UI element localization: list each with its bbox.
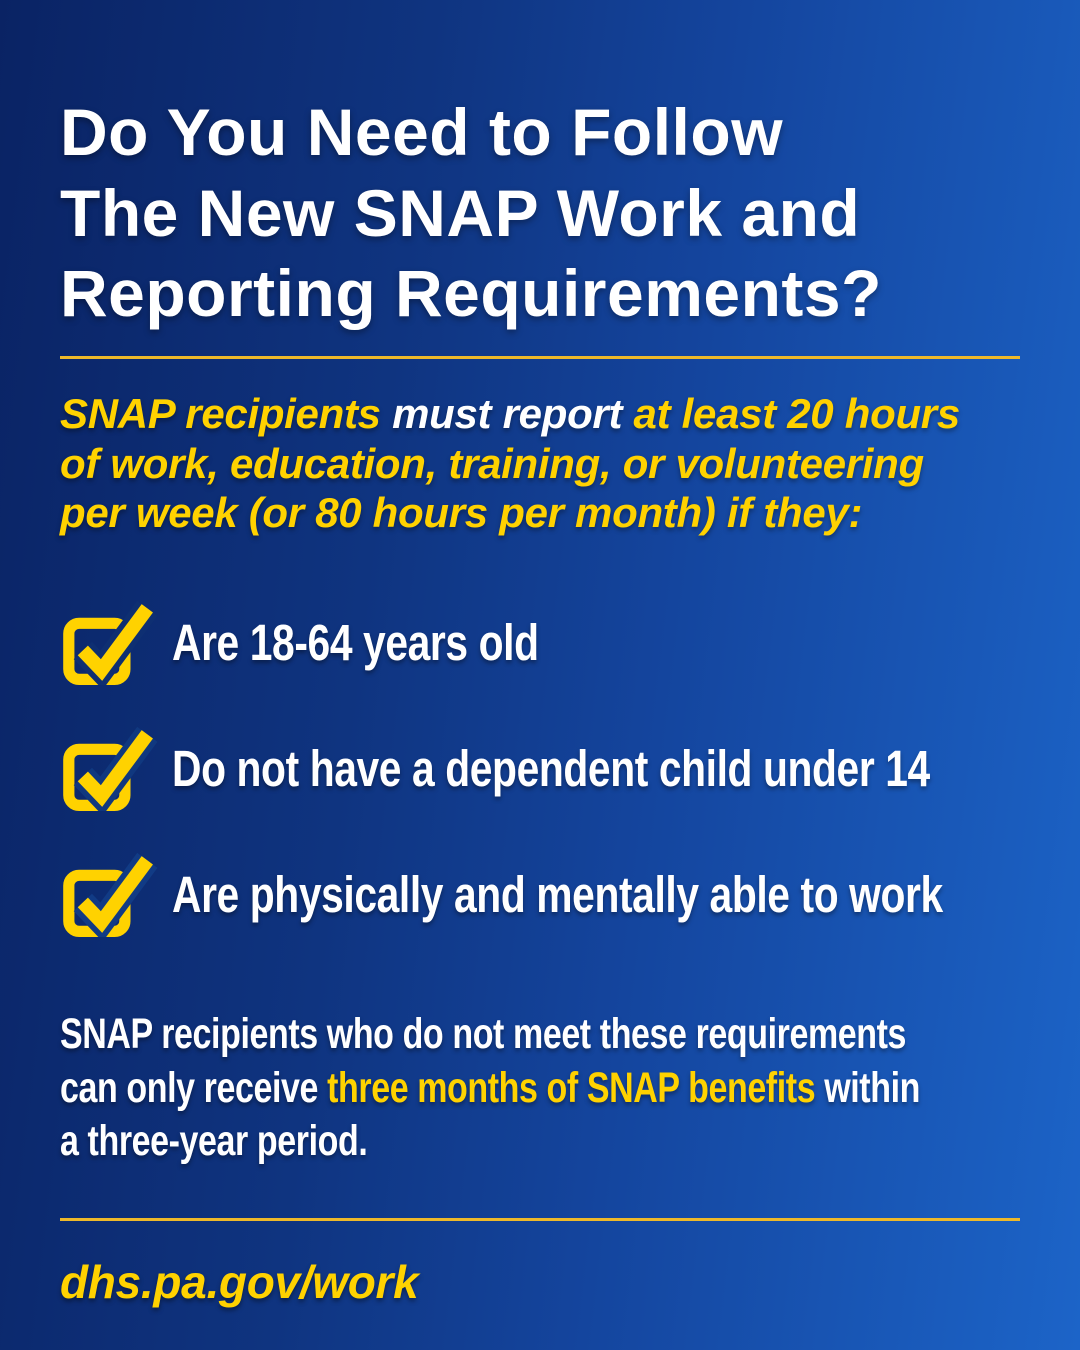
checklist-item-label: Are 18-64 years old [172,613,539,671]
footer-seg-white: can only receive [60,1063,328,1112]
subtitle-line-3: per week (or 80 hours per month) if they… [60,489,863,537]
website-url: dhs.pa.gov/work [60,1256,419,1309]
checklist-item: Are physically and mentally able to work [60,851,1020,943]
subtitle-line-1: SNAP recipients must report at least 20 … [60,389,1020,439]
checklist-item-label: Do not have a dependent child under 14 [172,739,930,797]
footer-note-line-2: can only receive three months of SNAP be… [60,1062,920,1115]
page-title: Do You Need to Follow The New SNAP Work … [60,0,1020,334]
subtitle-seg-yellow-2: at least 20 hours [633,389,961,437]
footer-note-line-1: SNAP recipients who do not meet these re… [60,1010,907,1059]
subtitle-seg-yellow: SNAP recipients [60,389,393,437]
title-divider [60,355,1020,359]
subtitle-seg-white: must report [392,389,634,437]
footer-seg-yellow: three months of SNAP benefits [327,1063,816,1112]
checklist-item: Do not have a dependent child under 14 [60,725,1020,817]
title-line-1: Do You Need to Follow [60,95,784,169]
footer-note: SNAP recipients who do not meet these re… [60,936,1020,1168]
checkbox-checked-icon [60,851,158,943]
subtitle: SNAP recipients must report at least 20 … [60,359,1020,539]
checkbox-checked-icon [60,599,158,691]
subtitle-line-2: of work, education, training, or volunte… [60,439,924,487]
title-line-2: The New SNAP Work and [60,175,861,250]
checklist-item: Are 18-64 years old [60,599,1020,691]
footer-divider [60,1218,1020,1222]
footer-note-line-3: a three-year period. [60,1117,368,1166]
checklist-item-label: Are physically and mentally able to work [172,865,943,923]
checkbox-checked-icon [60,725,158,817]
requirements-checklist: Are 18-64 years old Do not have a depend… [60,538,1020,943]
footer-seg-white-2: within [815,1063,920,1112]
title-line-3: Reporting Requirements? [60,256,882,331]
